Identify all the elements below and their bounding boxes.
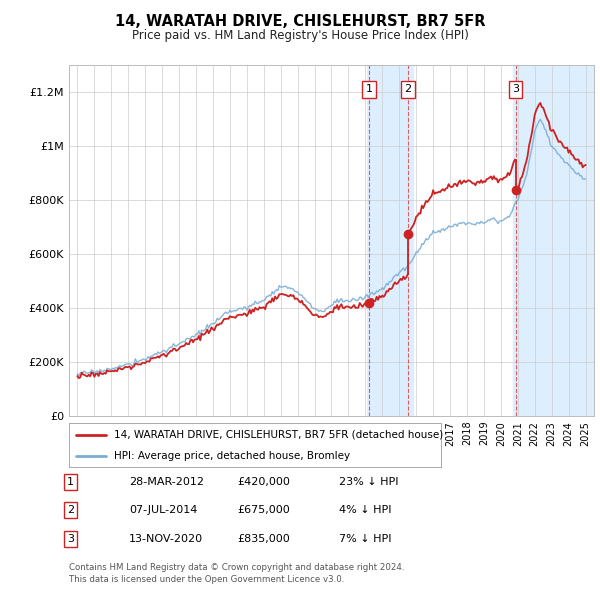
Bar	[367, 65, 413, 416]
Bar	[513, 65, 594, 416]
Text: 23% ↓ HPI: 23% ↓ HPI	[339, 477, 398, 487]
Text: 14, WARATAH DRIVE, CHISLEHURST, BR7 5FR (detached house): 14, WARATAH DRIVE, CHISLEHURST, BR7 5FR …	[113, 430, 443, 440]
Text: 13-NOV-2020: 13-NOV-2020	[129, 534, 203, 543]
Text: £420,000: £420,000	[237, 477, 290, 487]
Text: 3: 3	[67, 534, 74, 543]
Text: Contains HM Land Registry data © Crown copyright and database right 2024.
This d: Contains HM Land Registry data © Crown c…	[69, 563, 404, 584]
Text: 3: 3	[512, 84, 519, 94]
Text: 28-MAR-2012: 28-MAR-2012	[129, 477, 204, 487]
Text: 2: 2	[67, 506, 74, 515]
Text: HPI: Average price, detached house, Bromley: HPI: Average price, detached house, Brom…	[113, 451, 350, 461]
Text: 1: 1	[67, 477, 74, 487]
Text: 07-JUL-2014: 07-JUL-2014	[129, 506, 197, 515]
Text: 2: 2	[404, 84, 412, 94]
Text: 4% ↓ HPI: 4% ↓ HPI	[339, 506, 391, 515]
Text: 1: 1	[366, 84, 373, 94]
Text: £835,000: £835,000	[237, 534, 290, 543]
Text: 7% ↓ HPI: 7% ↓ HPI	[339, 534, 391, 543]
Text: £675,000: £675,000	[237, 506, 290, 515]
Text: 14, WARATAH DRIVE, CHISLEHURST, BR7 5FR: 14, WARATAH DRIVE, CHISLEHURST, BR7 5FR	[115, 14, 485, 29]
Text: Price paid vs. HM Land Registry's House Price Index (HPI): Price paid vs. HM Land Registry's House …	[131, 30, 469, 42]
